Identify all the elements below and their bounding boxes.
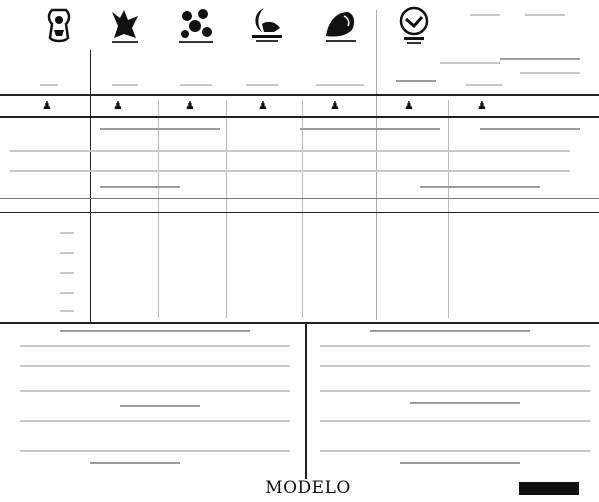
text-line — [525, 14, 565, 16]
text-line — [90, 462, 180, 464]
table-row — [10, 150, 570, 152]
text-line — [500, 58, 580, 60]
text-line — [320, 390, 590, 392]
text-line — [20, 390, 290, 392]
column-separator — [226, 100, 227, 318]
text-line — [320, 345, 590, 347]
party-logo-1-icon — [47, 8, 71, 43]
table-row — [100, 186, 180, 188]
person-icon: ♟ — [330, 99, 340, 112]
column-separator — [376, 10, 377, 320]
person-icon: ♟ — [42, 99, 52, 112]
text-line — [410, 402, 520, 404]
text-line — [20, 420, 290, 422]
table-row — [60, 252, 74, 254]
text-line — [20, 365, 290, 367]
row-rule — [0, 212, 599, 213]
table-row — [480, 128, 580, 130]
table-row — [420, 186, 540, 188]
person-icon: ♟ — [258, 99, 268, 112]
table-row — [300, 128, 440, 130]
row-rule — [0, 198, 599, 199]
table-row — [60, 272, 74, 274]
column-separator — [158, 100, 159, 318]
header-rule — [0, 94, 599, 96]
text-line — [20, 450, 290, 452]
header-cell — [246, 84, 278, 86]
table-row — [100, 128, 220, 130]
header-cell — [316, 84, 364, 86]
header-cell — [112, 84, 138, 86]
text-line — [470, 14, 500, 16]
person-icon: ♟ — [113, 99, 123, 112]
text-line — [370, 330, 530, 332]
column-separator — [302, 100, 303, 318]
table-row — [60, 292, 74, 294]
party-logo-5-icon — [326, 12, 356, 42]
header-cell — [180, 84, 212, 86]
table-row — [60, 232, 74, 234]
header-cell — [396, 80, 436, 82]
section-rule — [0, 322, 599, 324]
footer-title: MODELO — [265, 478, 351, 498]
text-line — [20, 345, 290, 347]
table-row — [60, 310, 74, 312]
party-logo-2-icon — [112, 10, 138, 43]
text-line — [320, 420, 590, 422]
header-cell — [466, 84, 502, 86]
party-logo-3-icon — [179, 9, 213, 43]
text-line — [60, 330, 250, 332]
text-line — [120, 405, 200, 407]
column-separator — [448, 100, 449, 318]
text-line — [400, 462, 520, 464]
party-logo-4-icon — [252, 8, 282, 42]
text-line — [320, 365, 590, 367]
header-cell — [40, 84, 58, 86]
person-icon: ♟ — [185, 99, 195, 112]
person-icon: ♟ — [404, 99, 414, 112]
party-logo-6-icon — [399, 6, 429, 44]
candidate-rule — [0, 116, 599, 118]
person-icon: ♟ — [477, 99, 487, 112]
bottom-column-divider — [305, 324, 307, 479]
left-column-divider — [90, 50, 91, 322]
table-row — [10, 170, 570, 172]
text-line — [520, 72, 580, 74]
text-line — [440, 62, 500, 64]
footer-black-block — [519, 482, 579, 495]
text-line — [320, 450, 590, 452]
